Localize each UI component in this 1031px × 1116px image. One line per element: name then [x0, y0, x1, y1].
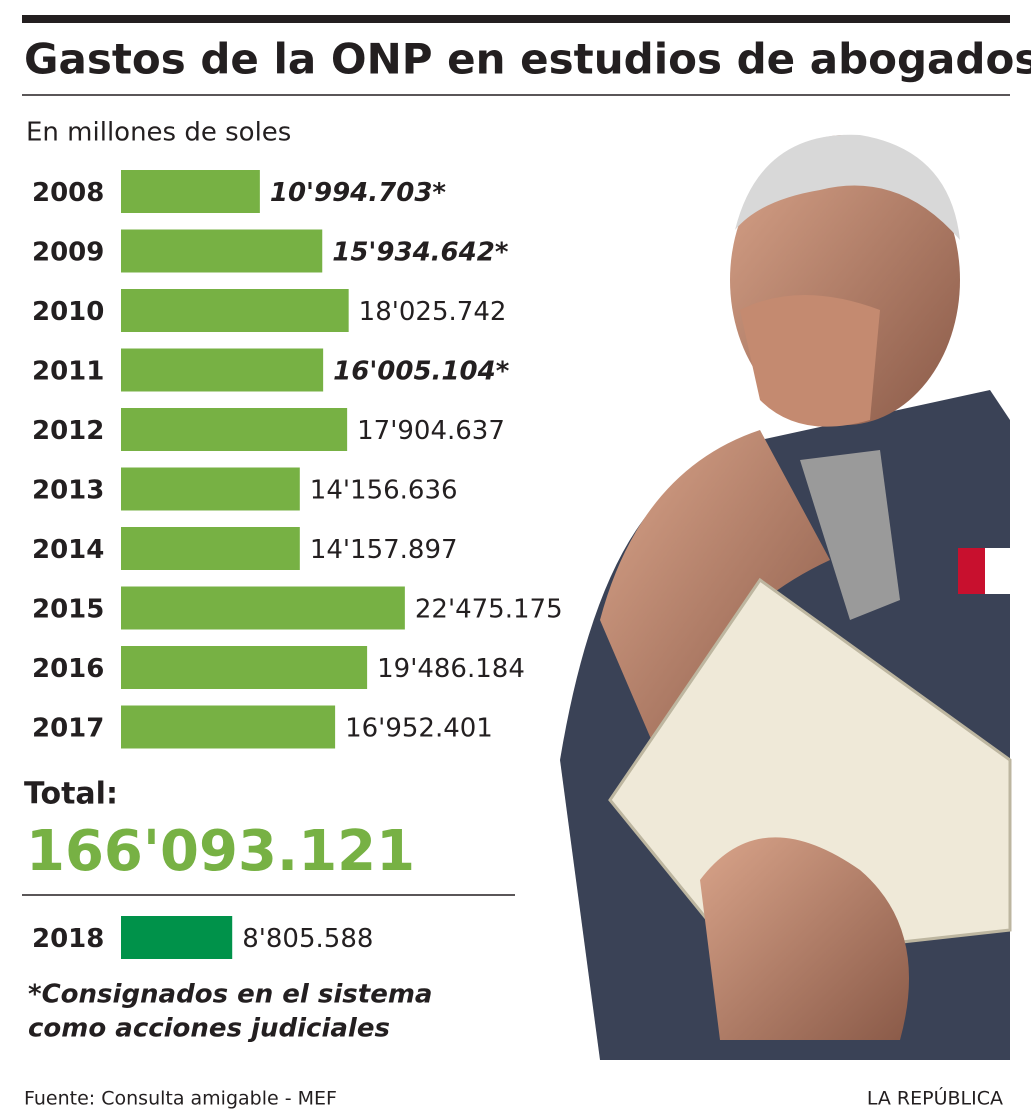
- category-label: 2015: [32, 595, 104, 625]
- bar: [121, 348, 324, 392]
- value-label: 18'025.742: [359, 297, 507, 327]
- category-label: 2017: [32, 714, 104, 744]
- credit: LA REPÚBLICA: [867, 1086, 1003, 1110]
- bar: [121, 646, 368, 689]
- value-label: 8'805.588: [242, 924, 373, 954]
- category-label: 2010: [32, 297, 104, 327]
- category-label: 2018: [32, 924, 104, 954]
- bar: [121, 467, 300, 511]
- bar: [121, 586, 405, 630]
- category-label: 2016: [32, 654, 104, 684]
- category-label: 2013: [32, 476, 104, 506]
- top-rule: [22, 15, 1010, 23]
- value-label: 15'934.642*: [332, 238, 509, 268]
- category-label: 2011: [32, 357, 104, 387]
- category-label: 2008: [32, 178, 104, 208]
- bar: [121, 229, 323, 273]
- bar: [121, 289, 349, 332]
- category-label: 2014: [32, 535, 104, 565]
- value-label: 22'475.175: [415, 595, 563, 625]
- note-line: *Consignados en el sistema: [28, 980, 432, 1010]
- bar: [121, 705, 336, 749]
- value-label: 14'157.897: [310, 535, 458, 565]
- category-label: 2012: [32, 416, 104, 446]
- value-label: 14'156.636: [310, 476, 458, 506]
- bar: [121, 527, 300, 570]
- category-label: 2009: [32, 238, 104, 268]
- title: Gastos de la ONP en estudios de abogados: [24, 35, 1031, 84]
- value-label: 19'486.184: [377, 654, 525, 684]
- note-line: como acciones judiciales: [28, 1014, 390, 1044]
- total-value: 166'093.121: [26, 819, 415, 884]
- value-label: 16'952.401: [345, 714, 493, 744]
- bar: [121, 170, 260, 213]
- total-label: Total:: [24, 777, 118, 812]
- subtitle: En millones de soles: [26, 118, 291, 148]
- value-label: 17'904.637: [357, 416, 505, 446]
- source: Fuente: Consulta amigable - MEF: [24, 1088, 337, 1110]
- value-label: 16'005.104*: [333, 357, 510, 387]
- value-label: 10'994.703*: [270, 178, 447, 208]
- photo: [560, 134, 1012, 1060]
- bar: [121, 408, 348, 451]
- bar: [121, 916, 233, 959]
